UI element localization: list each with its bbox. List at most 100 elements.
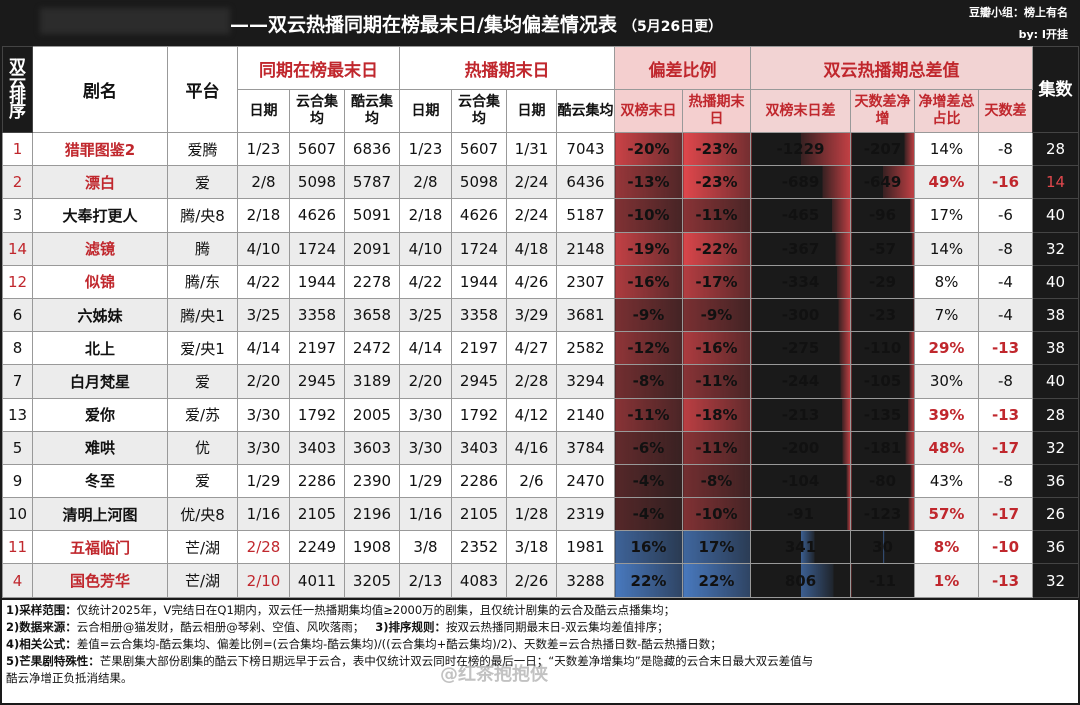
dev-both: -4% (614, 497, 683, 532)
same-ku: 2005 (344, 397, 400, 432)
end-yun: 2105 (451, 497, 507, 532)
net-share: 29% (914, 331, 979, 366)
table-row: 7 白月梵星爱 2/20 2945 3189 2/20 2945 2/28 3294 -8% -11… (2, 364, 1079, 399)
end-ku: 5187 (556, 198, 615, 233)
net-share: 7% (914, 297, 979, 333)
end-date-ku: 2/26 (506, 563, 557, 598)
dev-hot: -10% (682, 497, 751, 532)
same-date: 1/16 (237, 497, 290, 532)
net-share: 1% (914, 563, 979, 598)
same-ku: 3603 (344, 430, 400, 465)
drama-name: 大奉打更人 (32, 198, 168, 233)
day-net: -135 (850, 397, 915, 432)
same-ku: 2472 (344, 331, 400, 366)
end-yun: 2945 (451, 364, 507, 399)
end-date-yun: 2/8 (399, 165, 452, 200)
end-yun: 2352 (451, 530, 507, 565)
end-ku: 2470 (556, 463, 615, 499)
table-body: 1 猎罪图鉴2 爱腾 1/23 5607 6836 1/23 5607 1/31 7043 -20%… (2, 131, 1079, 598)
end-date-yun: 2/18 (399, 198, 452, 233)
end-date-yun: 3/25 (399, 297, 452, 333)
credit-group: 豆瓣小组：榜上有名 (969, 6, 1068, 19)
end-date-yun: 3/30 (399, 397, 452, 432)
end-date-yun: 3/8 (399, 530, 452, 565)
end-yun: 3403 (451, 430, 507, 465)
header-deviation: 偏差比例 (614, 46, 751, 90)
same-yun: 2249 (289, 530, 345, 565)
rank-cell: 11 (2, 530, 33, 565)
note-1: 1)采样范围：仅统计2025年，V完结日在Q1期内，双云任一热播期集均值≥200… (6, 603, 676, 617)
day-net: -57 (850, 231, 915, 266)
end-ku: 3288 (556, 563, 615, 598)
end-date-yun: 4/10 (399, 231, 452, 266)
day-net: -80 (850, 463, 915, 499)
end-date-yun: 2/20 (399, 364, 452, 399)
platform-cell: 爱腾 (167, 131, 238, 167)
same-date: 2/28 (237, 530, 290, 565)
platform-cell: 腾/东 (167, 264, 238, 299)
platform-cell: 爱/央1 (167, 331, 238, 366)
title-bar: ——双云热播同期在榜最末日/集均偏差情况表 （5月26日更） 豆瓣小组：榜上有名 … (0, 0, 1080, 46)
end-ku: 7043 (556, 131, 615, 167)
diff-both: -689 (750, 165, 851, 200)
same-yun: 3358 (289, 297, 345, 333)
end-ku: 3294 (556, 364, 615, 399)
subheader-yun: 云合集均 (289, 89, 345, 133)
same-yun: 5607 (289, 131, 345, 167)
same-yun: 2105 (289, 497, 345, 532)
episodes-cell: 28 (1032, 131, 1079, 167)
episodes-cell: 32 (1032, 231, 1079, 266)
table-row: 5 难哄优 3/30 3403 3603 3/30 3403 4/16 3784 -6% -11% -… (2, 430, 1079, 465)
dev-hot: -23% (682, 165, 751, 200)
end-date-ku: 4/18 (506, 231, 557, 266)
dev-both: -16% (614, 264, 683, 299)
dev-both: 16% (614, 530, 683, 565)
subheader-date: 日期 (506, 89, 557, 133)
credit-author: by: I开挂 (1018, 28, 1068, 41)
diff-both: -334 (750, 264, 851, 299)
same-ku: 1908 (344, 530, 400, 565)
subheader-day-diff: 天数差 (978, 89, 1033, 133)
same-ku: 2196 (344, 497, 400, 532)
end-yun: 3358 (451, 297, 507, 333)
diff-both: -244 (750, 364, 851, 399)
rank-cell: 7 (2, 364, 33, 399)
drama-name: 漂白 (32, 165, 168, 200)
same-date: 2/20 (237, 364, 290, 399)
end-date-ku: 1/28 (506, 497, 557, 532)
day-diff: -6 (978, 198, 1033, 233)
same-date: 2/18 (237, 198, 290, 233)
dev-hot: -18% (682, 397, 751, 432)
rank-cell: 8 (2, 331, 33, 366)
end-date-ku: 4/16 (506, 430, 557, 465)
drama-name: 五福临门 (32, 530, 168, 565)
episodes-cell: 36 (1032, 463, 1079, 499)
dev-hot: -9% (682, 297, 751, 333)
same-yun: 1792 (289, 397, 345, 432)
platform-cell: 腾/央1 (167, 297, 238, 333)
episodes-cell: 28 (1032, 397, 1079, 432)
diff-both: -91 (750, 497, 851, 532)
day-diff: -4 (978, 264, 1033, 299)
platform-cell: 爱 (167, 364, 238, 399)
page-title: ——双云热播同期在榜最末日/集均偏差情况表 （5月26日更） (230, 14, 723, 36)
day-net: -123 (850, 497, 915, 532)
episodes-cell: 26 (1032, 497, 1079, 532)
end-date-yun: 1/23 (399, 131, 452, 167)
same-yun: 4626 (289, 198, 345, 233)
dev-both: -20% (614, 131, 683, 167)
day-diff: -13 (978, 397, 1033, 432)
same-date: 3/25 (237, 297, 290, 333)
end-date-ku: 2/24 (506, 198, 557, 233)
platform-cell: 爱 (167, 165, 238, 200)
note-2-3: 2)数据来源：云合相册@猫发财，酷云相册@琴剁、空值、风吹落雨； 3)排序规则：… (6, 620, 669, 634)
net-share: 17% (914, 198, 979, 233)
day-diff: -13 (978, 331, 1033, 366)
diff-both: -465 (750, 198, 851, 233)
end-date-yun: 3/30 (399, 430, 452, 465)
end-ku: 6436 (556, 165, 615, 200)
net-share: 39% (914, 397, 979, 432)
header-episodes: 集数 (1032, 46, 1079, 133)
subheader-yun: 云合集均 (451, 89, 507, 133)
day-diff: -8 (978, 231, 1033, 266)
